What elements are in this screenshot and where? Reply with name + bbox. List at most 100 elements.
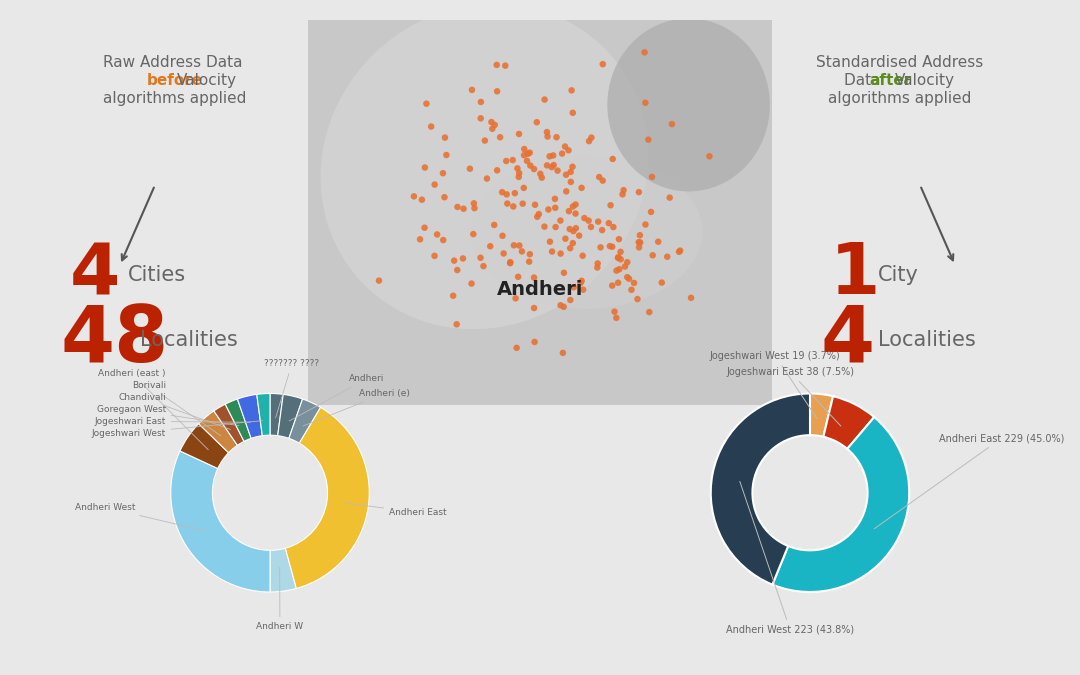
Point bbox=[463, 84, 481, 95]
Point bbox=[546, 194, 564, 205]
Point bbox=[632, 237, 649, 248]
Wedge shape bbox=[238, 394, 262, 438]
Point bbox=[531, 168, 549, 179]
Point bbox=[494, 187, 511, 198]
Point bbox=[672, 245, 689, 256]
Point bbox=[552, 248, 569, 259]
Point bbox=[543, 246, 561, 257]
Point bbox=[483, 117, 500, 128]
Ellipse shape bbox=[321, 4, 648, 329]
Point bbox=[411, 234, 429, 245]
Point bbox=[590, 216, 607, 227]
Point bbox=[562, 167, 579, 178]
Point bbox=[602, 200, 619, 211]
Ellipse shape bbox=[470, 155, 702, 309]
Text: Andheri: Andheri bbox=[497, 280, 583, 299]
Point bbox=[653, 277, 671, 288]
Point bbox=[488, 59, 505, 70]
Point bbox=[554, 348, 571, 358]
Point bbox=[538, 127, 555, 138]
Point bbox=[544, 150, 562, 161]
Text: after: after bbox=[869, 73, 912, 88]
Point bbox=[505, 240, 523, 250]
Wedge shape bbox=[810, 394, 833, 437]
Point bbox=[557, 169, 575, 180]
Point bbox=[509, 163, 526, 173]
Text: Valocity: Valocity bbox=[895, 73, 955, 88]
Point bbox=[543, 162, 561, 173]
Point bbox=[416, 162, 433, 173]
Point bbox=[522, 249, 539, 260]
Point bbox=[434, 168, 451, 179]
Point bbox=[536, 221, 553, 232]
Point bbox=[612, 254, 630, 265]
Point bbox=[449, 202, 467, 213]
Point bbox=[606, 306, 623, 317]
Point bbox=[522, 160, 539, 171]
Point bbox=[562, 223, 579, 234]
Text: Borivali: Borivali bbox=[132, 381, 221, 436]
Point bbox=[515, 144, 532, 155]
Point bbox=[416, 222, 433, 233]
Text: Localities: Localities bbox=[140, 330, 238, 350]
Point bbox=[418, 99, 435, 109]
Point bbox=[530, 209, 548, 219]
Point bbox=[604, 154, 621, 165]
Point bbox=[536, 95, 553, 105]
Point bbox=[570, 230, 588, 241]
Point bbox=[580, 215, 597, 226]
Wedge shape bbox=[214, 404, 244, 446]
Point bbox=[511, 167, 528, 178]
Point bbox=[567, 223, 584, 234]
Point bbox=[663, 119, 680, 130]
Point bbox=[589, 262, 606, 273]
Point bbox=[567, 208, 584, 219]
Point bbox=[534, 172, 551, 183]
Wedge shape bbox=[270, 548, 296, 592]
Text: Jogeshwari West: Jogeshwari West bbox=[92, 421, 262, 437]
Point bbox=[526, 337, 543, 348]
Point bbox=[559, 145, 577, 156]
Point bbox=[557, 186, 575, 196]
Point bbox=[556, 141, 573, 152]
Point bbox=[455, 203, 472, 214]
Point bbox=[486, 219, 503, 230]
Text: Andheri W: Andheri W bbox=[256, 568, 303, 631]
Point bbox=[528, 211, 545, 222]
Point bbox=[567, 199, 584, 210]
Point bbox=[472, 113, 489, 124]
Point bbox=[507, 188, 524, 198]
Point bbox=[521, 256, 538, 267]
Point bbox=[518, 155, 536, 166]
Point bbox=[552, 300, 569, 310]
Point bbox=[540, 204, 557, 215]
Point bbox=[608, 313, 625, 323]
Point bbox=[644, 171, 661, 182]
Point bbox=[609, 252, 626, 263]
Point bbox=[564, 107, 581, 118]
Point bbox=[445, 290, 462, 301]
Point bbox=[463, 278, 481, 289]
Point bbox=[557, 234, 575, 244]
Text: Andheri (e): Andheri (e) bbox=[303, 389, 410, 426]
Point bbox=[643, 207, 660, 217]
Point bbox=[565, 225, 582, 236]
Point bbox=[555, 267, 572, 278]
Point bbox=[604, 280, 621, 291]
Text: Andheri East: Andheri East bbox=[345, 503, 447, 517]
Point bbox=[426, 179, 443, 190]
Text: Goregaon West: Goregaon West bbox=[96, 405, 239, 426]
Point bbox=[510, 171, 527, 182]
Text: Jogeshwari East: Jogeshwari East bbox=[94, 416, 251, 426]
Point bbox=[630, 237, 647, 248]
Point bbox=[461, 163, 478, 174]
Point bbox=[472, 97, 489, 107]
Point bbox=[605, 221, 622, 232]
Point bbox=[600, 218, 618, 229]
Point bbox=[511, 240, 528, 251]
Point bbox=[564, 238, 581, 248]
Text: Standardised Address: Standardised Address bbox=[816, 55, 984, 70]
Text: Raw Address Data: Raw Address Data bbox=[103, 55, 247, 70]
Point bbox=[562, 294, 579, 305]
Point bbox=[631, 187, 648, 198]
